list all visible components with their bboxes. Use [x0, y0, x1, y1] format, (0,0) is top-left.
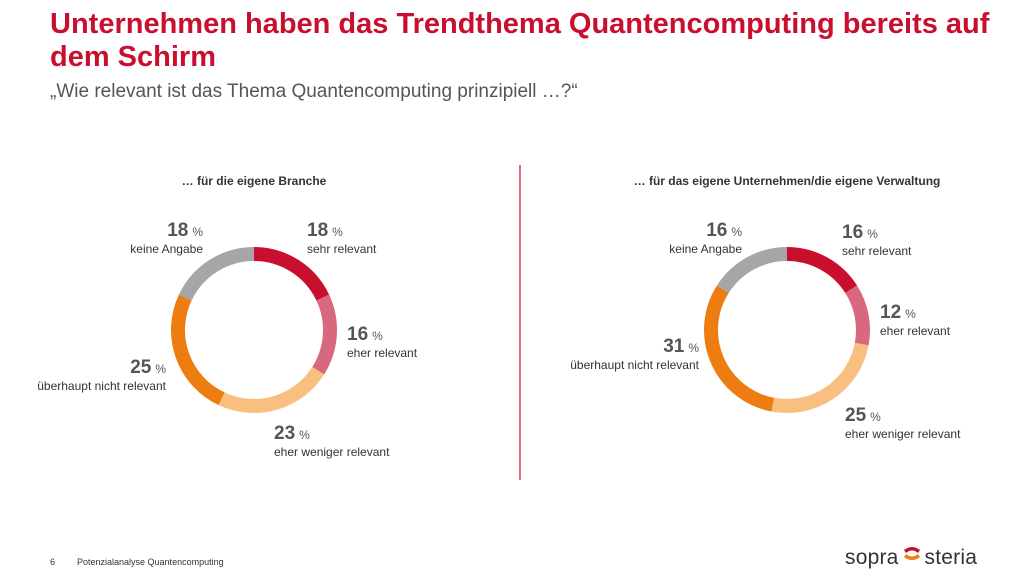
donut-slice-keine-angabe	[716, 247, 788, 294]
slice-label-sehr-relevant: sehr relevant	[307, 242, 377, 256]
logo-text-left: sopra	[845, 546, 899, 569]
sopra-steria-logo: sopra steria	[845, 544, 977, 572]
slice-value-eher-relevant: 16%	[347, 324, 383, 345]
footer-text: Potenzialanalyse Quantencomputing	[77, 557, 224, 567]
donut-slice-eher-weniger-relevant	[771, 342, 869, 413]
donut-slice-uberhaupt-nicht-relevant	[171, 294, 225, 406]
slice-label-eher-weniger-relevant: eher weniger relevant	[845, 427, 961, 441]
slice-label-keine-angabe: keine Angabe	[130, 242, 203, 256]
slide-subtitle: „Wie relevant ist das Thema Quantencompu…	[50, 81, 578, 102]
donut-slice-eher-weniger-relevant	[218, 366, 325, 413]
slice-value-eher-relevant: 12%	[880, 302, 916, 323]
slice-value-sehr-relevant: 16%	[842, 222, 878, 243]
logo-text-right: steria	[924, 546, 978, 569]
slice-value-sehr-relevant: 18%	[307, 220, 343, 241]
donut-slice-uberhaupt-nicht-relevant	[704, 285, 775, 412]
chart-title-1: … für die eigene Branche	[182, 174, 327, 188]
slice-label-uberhaupt-nicht-relevant: überhaupt nicht relevant	[37, 379, 166, 393]
slice-value-eher-weniger-relevant: 25%	[845, 405, 881, 426]
donut-slice-eher-relevant	[312, 294, 337, 375]
slice-value-eher-weniger-relevant: 23%	[274, 423, 310, 444]
logo-mark-icon	[902, 545, 922, 571]
slide-title: Unternehmen haben das Trendthema Quanten…	[50, 8, 990, 73]
chart-title-2: … für das eigene Unternehmen/die eigene …	[634, 174, 941, 188]
slice-label-eher-weniger-relevant: eher weniger relevant	[274, 445, 390, 459]
slice-label-eher-relevant: eher relevant	[347, 346, 418, 360]
page-number: 6	[50, 557, 56, 567]
donut-slice-keine-angabe	[178, 247, 255, 301]
donut-slice-eher-relevant	[845, 285, 870, 346]
donut-slice-sehr-relevant	[786, 247, 858, 294]
slice-label-sehr-relevant: sehr relevant	[842, 244, 912, 258]
slice-value-keine-angabe: 16%	[706, 220, 742, 241]
slice-label-keine-angabe: keine Angabe	[669, 242, 742, 256]
slice-value-uberhaupt-nicht-relevant: 25%	[130, 357, 166, 378]
slice-label-uberhaupt-nicht-relevant: überhaupt nicht relevant	[570, 358, 699, 372]
slice-label-eher-relevant: eher relevant	[880, 324, 951, 338]
donut-slice-sehr-relevant	[253, 247, 330, 301]
slice-value-keine-angabe: 18%	[167, 220, 203, 241]
slice-value-uberhaupt-nicht-relevant: 31%	[663, 336, 699, 357]
